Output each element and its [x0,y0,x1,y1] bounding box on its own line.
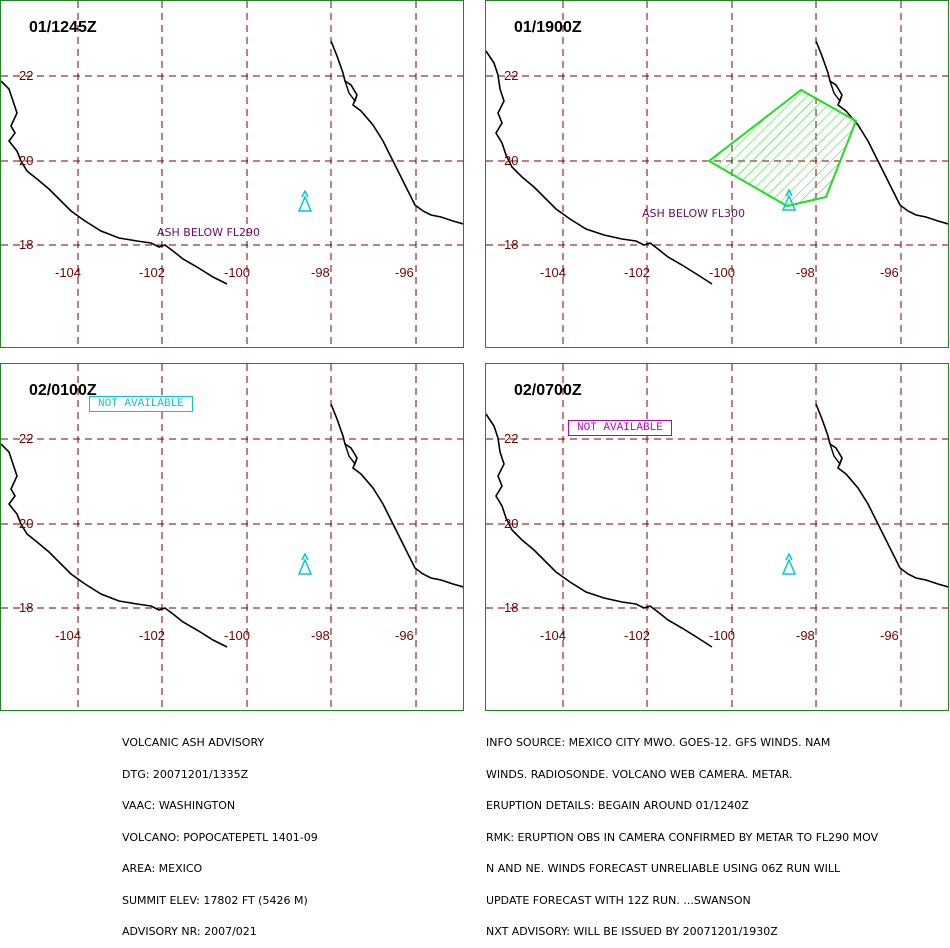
not-available-box: NOT AVAILABLE [568,420,672,436]
advisory-line: NXT ADVISORY: WILL BE ISSUED BY 20071201… [486,925,778,938]
east-coastline [330,403,463,588]
lon-label: -96 [395,628,414,643]
lon-label: -98 [311,265,330,280]
advisory-line: VOLCANIC ASH ADVISORY [122,736,265,749]
east-coastline [815,403,948,588]
lon-label: -96 [395,265,414,280]
laguna-outline [344,80,358,103]
advisory-line: VAAC: WASHINGTON [122,799,236,812]
volcano-icon [781,552,797,575]
lon-label: -102 [139,628,166,643]
map-panel-4: 02/0700Z NOT AVAILABLE 22 20 18 -104 -10… [485,363,949,711]
west-coastline [486,50,713,285]
grid-lines [1,364,463,710]
lat-label: 20 [504,153,519,168]
laguna-outline [829,80,843,103]
lon-label: -98 [796,628,815,643]
map-panel-3-graphic [1,364,463,710]
volcano-icon [781,188,797,211]
west-coastline [1,80,228,285]
map-panel-1: 01/1245Z 22 20 18 -104 -102 -100 -98 -96… [0,0,464,348]
lat-label: 18 [504,237,519,252]
advisory-line: SUMMIT ELEV: 17802 FT (5426 M) [122,893,308,907]
lat-label: 18 [19,600,34,615]
map-panel-1-graphic [1,1,463,347]
east-coastline [330,40,463,225]
advisory-line: VOLCANO: POPOCATEPETL 1401-09 [122,830,318,844]
map-panel-2: 01/1900Z 22 20 18 -104 -102 -100 -98 -96… [485,0,949,348]
grid-lines [1,1,463,347]
lon-label: -100 [224,265,251,280]
lat-label: 20 [504,516,519,531]
lon-label: -102 [624,628,651,643]
lon-label: -104 [55,265,82,280]
ash-label: ASH BELOW FL290 [157,226,260,239]
volcano-icon [297,189,313,212]
lon-label: -104 [540,628,567,643]
lat-label: 18 [19,237,34,252]
lat-label: 18 [504,600,519,615]
volcano-icon [297,552,313,575]
panel-time: 01/1900Z [514,19,582,36]
advisory-line: AREA: MEXICO [122,862,203,875]
ash-label: ASH BELOW FL300 [642,207,745,220]
advisory-line: ADVISORY NR: 2007/021 [122,925,257,938]
lat-label: 22 [19,431,34,446]
panel-time: 01/1245Z [29,19,97,36]
west-coastline [1,443,228,648]
laguna-outline [829,443,843,466]
west-coastline [486,413,713,648]
panel-time: 02/0700Z [514,382,582,399]
lon-label: -96 [880,265,899,280]
advisory-line: WINDS. RADIOSONDE. VOLCANO WEB CAMERA. M… [486,767,793,781]
map-panel-3: 02/0100Z NOT AVAILABLE 22 20 18 -104 -10… [0,363,464,711]
lon-label: -98 [311,628,330,643]
lon-label: -102 [624,265,651,280]
lon-label: -100 [709,628,736,643]
advisory-line: DTG: 20071201/1335Z [122,767,249,781]
lon-label: -100 [709,265,736,280]
ash-cloud-polygon [707,88,858,208]
lon-label: -100 [224,628,251,643]
advisory-header-block: VOLCANIC ASH ADVISORY DTG: 20071201/1335… [122,717,318,948]
advisory-line: UPDATE FORECAST WITH 12Z RUN. ...SWANSON [486,893,751,907]
advisory-line: N AND NE. WINDS FORECAST UNRELIABLE USIN… [486,862,841,875]
advisory-line: RMK: ERUPTION OBS IN CAMERA CONFIRMED BY… [486,830,879,844]
panel-time: 02/0100Z [29,382,97,399]
map-panel-2-graphic [486,1,948,347]
laguna-outline [344,443,358,466]
lat-label: 20 [19,153,34,168]
lon-label: -96 [880,628,899,643]
lon-label: -104 [540,265,567,280]
advisory-line: INFO SOURCE: MEXICO CITY MWO. GOES-12. G… [486,736,831,749]
lat-label: 22 [504,431,519,446]
lon-label: -104 [55,628,82,643]
grid-lines [486,364,948,710]
lat-label: 22 [19,68,34,83]
lat-label: 20 [19,516,34,531]
map-panel-4-graphic [486,364,948,710]
lon-label: -102 [139,265,166,280]
advisory-line: ERUPTION DETAILS: BEGAIN AROUND 01/1240Z [486,799,749,812]
lon-label: -98 [796,265,815,280]
lat-label: 22 [504,68,519,83]
advisory-details-block: INFO SOURCE: MEXICO CITY MWO. GOES-12. G… [486,717,878,948]
grid-lines [486,1,948,347]
not-available-box: NOT AVAILABLE [89,396,193,412]
